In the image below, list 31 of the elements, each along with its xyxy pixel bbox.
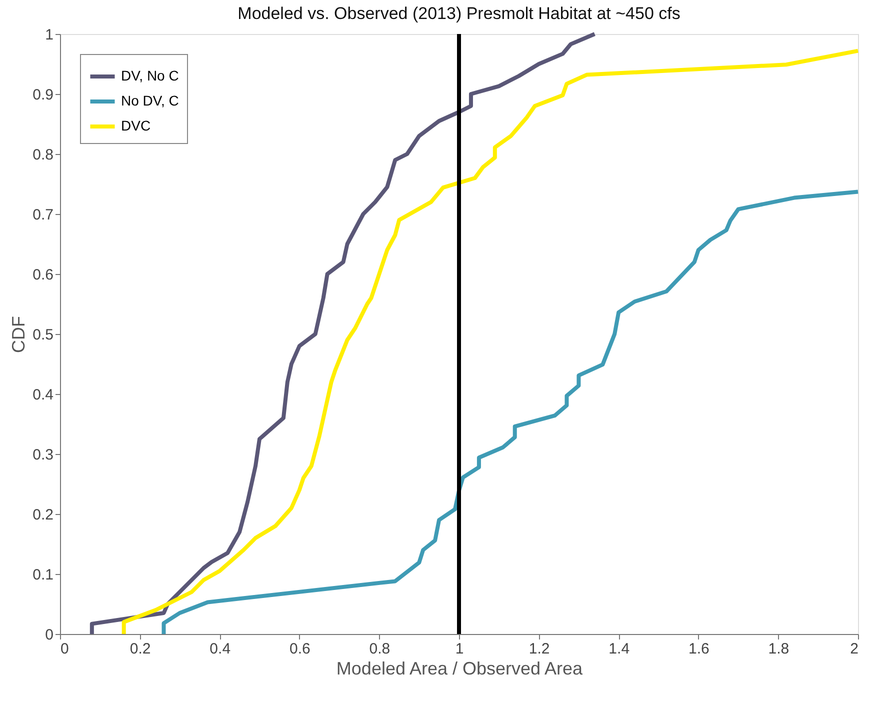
y-axis-title: CDF xyxy=(8,316,29,353)
y-tick-label: 0.2 xyxy=(32,506,54,524)
x-tick-label: 0.8 xyxy=(369,640,390,658)
y-tick-label: 0.1 xyxy=(32,566,54,584)
line-series xyxy=(90,32,597,636)
chart-title: Modeled vs. Observed (2013) Presmolt Habitat at ~450 cfs xyxy=(238,4,680,23)
y-tick-label: 0.3 xyxy=(32,446,54,464)
y-tick-label: 0.4 xyxy=(32,386,54,404)
x-axis-title: Modeled Area / Observed Area xyxy=(336,658,584,678)
y-tick-label: 0.7 xyxy=(32,206,54,224)
line-series xyxy=(122,48,860,636)
x-tick-label: 1.8 xyxy=(768,640,790,658)
x-tick-label: 1 xyxy=(455,640,464,658)
x-tick-label: 1.2 xyxy=(528,640,550,658)
x-tick-label: 0.2 xyxy=(130,640,151,658)
legend-label: No DV, C xyxy=(121,92,179,108)
x-tick-label: 2 xyxy=(850,640,858,658)
x-tick-label: 0 xyxy=(60,640,69,658)
x-tick-label: 1.4 xyxy=(608,640,630,658)
x-tick-label: 1.6 xyxy=(688,640,710,658)
legend-label: DVC xyxy=(121,118,151,134)
y-tick-label: 0.9 xyxy=(32,86,54,104)
line-series xyxy=(162,190,860,636)
y-tick-label: 0 xyxy=(45,626,54,644)
y-tick-label: 0.8 xyxy=(32,146,54,164)
y-tick-label: 0.6 xyxy=(32,266,54,284)
x-tick-label: 0.4 xyxy=(210,640,231,658)
x-tick-label: 0.6 xyxy=(289,640,310,658)
legend-label: DV, No C xyxy=(121,68,179,84)
y-tick-label: 1 xyxy=(45,26,54,44)
y-tick-label: 0.5 xyxy=(32,326,54,344)
